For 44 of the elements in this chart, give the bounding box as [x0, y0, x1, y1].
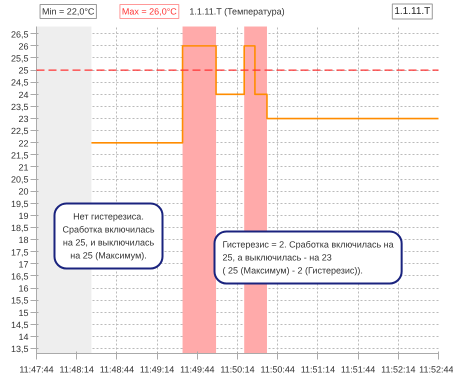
text: Max = 26,0°C: [122, 6, 178, 16]
y-tick-label: 16,5: [10, 271, 29, 282]
y-tick-label: 25,5: [10, 53, 29, 64]
x-tick-label: 11:48:44: [100, 364, 134, 374]
y-tick-label: 18: [18, 235, 29, 246]
y-tick-label: 20: [18, 186, 29, 197]
y-tick-label: 26,5: [10, 29, 29, 40]
x-tick-label: 11:52:44: [419, 364, 453, 374]
x-tick-label: 11:50:14: [220, 364, 255, 374]
x-tick-label: 11:51:14: [300, 364, 336, 374]
y-tick-label: 22: [18, 138, 29, 148]
y-tick-label: 20,5: [10, 174, 29, 185]
y-tick-label: 13,5: [10, 344, 29, 354]
y-tick-label: 18,5: [10, 223, 29, 234]
x-tick-label: 11:47:44: [19, 364, 54, 374]
y-tick-label: 26: [18, 41, 29, 52]
y-tick-label: 14: [18, 332, 29, 342]
x-tick-label: 11:52:14: [381, 364, 416, 374]
x-tick-label: 11:51:44: [340, 364, 376, 374]
x-tick-label: 11:49:14: [140, 364, 174, 374]
y-tick-label: 14,5: [10, 320, 29, 330]
y-tick-label: 19: [18, 210, 29, 221]
y-tick-label: 21,5: [10, 150, 29, 160]
y-tick-label: 23,5: [10, 102, 29, 112]
y-tick-label: 16: [18, 284, 29, 294]
y-tick-label: 25: [18, 66, 29, 76]
y-tick-label: 19,5: [10, 198, 29, 209]
y-tick-label: 24: [18, 90, 29, 100]
annotation: Гистерезис = 2. Сработка включилась на 25, а выключилась - на 23 ( 25 (Максимум) - 2 (Гистерезис)).: [222, 240, 394, 276]
y-tick-label: 22,5: [10, 126, 29, 136]
x-tick-label: 11:48:14: [60, 364, 94, 374]
x-tick-label: 11:50:44: [260, 364, 295, 374]
text: Min = 22,0°C: [42, 6, 95, 16]
y-tick-label: 17: [18, 259, 29, 270]
annotation: Нет гистерезиса. Сработка включилась на 25, и выключилась на 25 (Максимум).: [62, 212, 155, 260]
y-tick-label: 17,5: [10, 247, 29, 258]
x-tick-label: 11:49:44: [180, 364, 214, 374]
y-tick-label: 21: [18, 162, 29, 172]
chart-title: 1.1.11.T (Температура): [189, 6, 285, 16]
y-tick-label: 23: [18, 114, 29, 124]
text: 1.1.11.T: [394, 6, 430, 17]
y-tick-label: 15,5: [10, 296, 29, 306]
y-tick-label: 15: [18, 308, 29, 318]
y-tick-label: 24,5: [10, 78, 29, 88]
